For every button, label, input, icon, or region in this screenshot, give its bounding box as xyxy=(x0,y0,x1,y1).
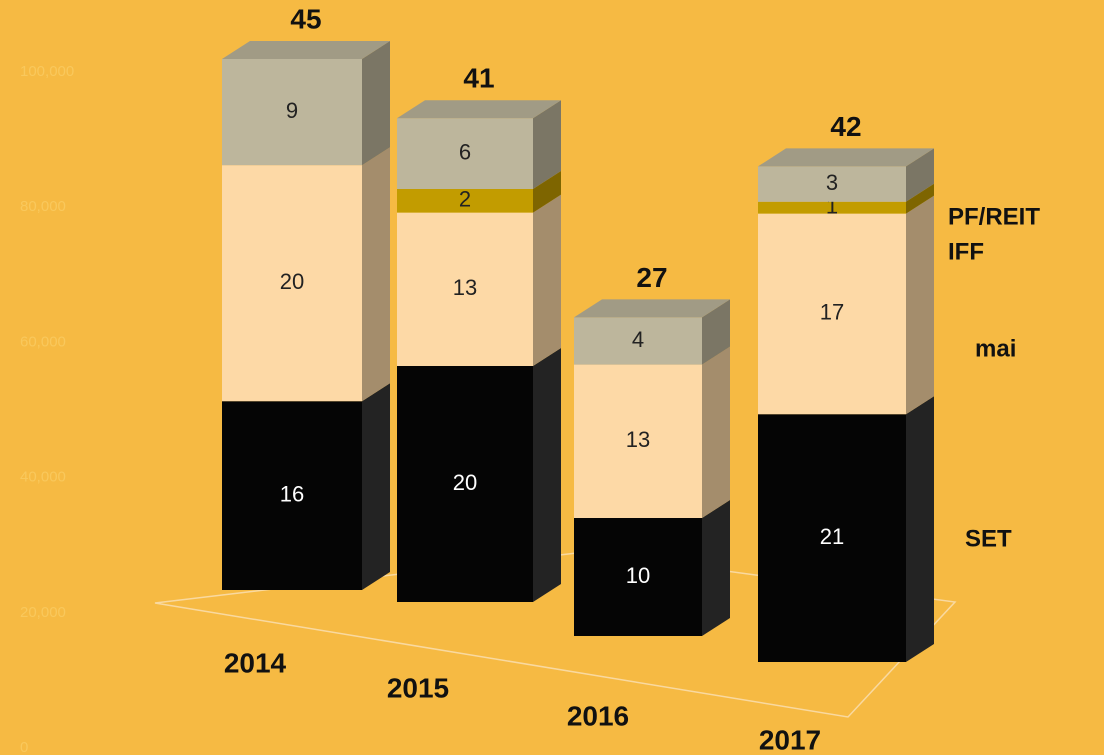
bar-top xyxy=(397,100,561,119)
x-tick-label: 2015 xyxy=(387,672,449,703)
bar-side xyxy=(533,194,561,366)
x-tick-label: 2016 xyxy=(567,700,629,731)
bar-side xyxy=(906,195,934,415)
segment-label: 4 xyxy=(632,327,644,352)
segment-label: 20 xyxy=(453,470,477,495)
bar-segment xyxy=(222,59,362,166)
segment-label: 6 xyxy=(459,139,471,164)
bar-segment xyxy=(397,366,533,602)
bar-segment xyxy=(758,166,906,202)
bar-top xyxy=(222,41,390,59)
bar-segment xyxy=(758,201,906,214)
bar-side xyxy=(702,346,730,518)
bar-side xyxy=(906,148,934,202)
segment-label: 17 xyxy=(820,300,844,325)
bar-side xyxy=(362,147,390,402)
bar-side xyxy=(362,383,390,590)
segment-label: 16 xyxy=(280,481,304,506)
bar-segment xyxy=(222,165,362,402)
bar-segment xyxy=(574,364,702,518)
bar-segment xyxy=(222,401,362,590)
bar-segment xyxy=(397,212,533,366)
bar-segment xyxy=(758,213,906,415)
bar-segment xyxy=(397,189,533,213)
segment-label: 21 xyxy=(820,524,844,549)
x-tick-label: 2014 xyxy=(224,647,287,678)
y-tick-label: 40,000 xyxy=(20,469,66,486)
total-label: 41 xyxy=(463,63,494,94)
legend-label: mai xyxy=(975,335,1016,362)
y-tick-label: 60,000 xyxy=(20,333,66,350)
bar-side xyxy=(906,183,934,214)
legend-label: PF/REIT xyxy=(948,203,1040,230)
bar-side xyxy=(362,41,390,166)
bar-segment xyxy=(574,317,702,365)
y-tick-label: 100,000 xyxy=(20,63,74,80)
bar-top xyxy=(758,148,934,167)
legend-label: IFF xyxy=(948,238,984,265)
x-tick-label: 2017 xyxy=(759,724,821,755)
segment-label: 3 xyxy=(826,170,838,195)
y-tick-label: 0 xyxy=(20,739,28,755)
total-label: 45 xyxy=(290,3,321,34)
segment-label: 20 xyxy=(280,269,304,294)
y-tick-label: 80,000 xyxy=(20,198,66,215)
bar-side xyxy=(533,100,561,189)
total-label: 42 xyxy=(830,111,861,142)
bar-side xyxy=(906,396,934,662)
bar-top xyxy=(574,299,730,318)
bar-segment xyxy=(574,518,702,636)
bar-side xyxy=(533,171,561,213)
bar-side xyxy=(702,299,730,365)
total-label: 27 xyxy=(636,262,667,293)
y-tick-label: 20,000 xyxy=(20,604,66,621)
segment-label: 13 xyxy=(626,427,650,452)
bar-segment xyxy=(758,414,906,662)
bar-side xyxy=(702,500,730,636)
segment-label: 13 xyxy=(453,275,477,300)
legend-label: SET xyxy=(965,525,1012,552)
bar-side xyxy=(533,348,561,602)
segment-label: 9 xyxy=(286,98,298,123)
segment-label: 2 xyxy=(459,187,471,212)
bar-segment xyxy=(397,118,533,189)
segment-label: 10 xyxy=(626,563,650,588)
